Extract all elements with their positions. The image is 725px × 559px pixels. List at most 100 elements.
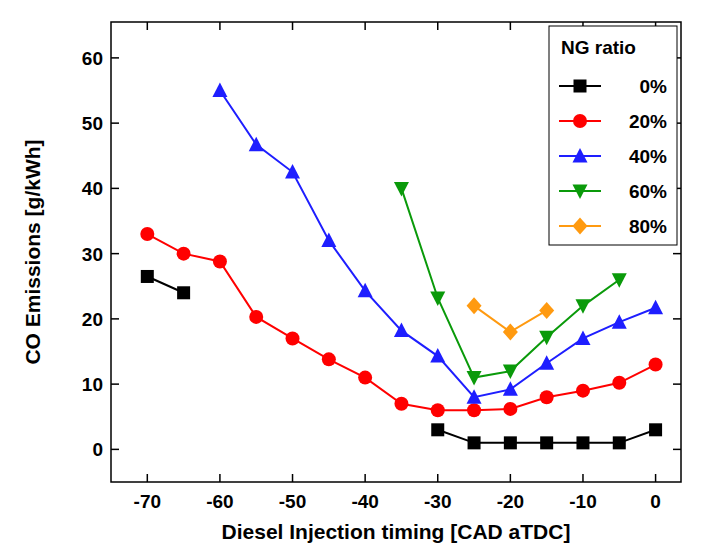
y-tick: [673, 253, 681, 255]
legend-label: 80%: [629, 216, 667, 237]
data-point: [431, 423, 444, 436]
data-point: [321, 233, 336, 248]
y-tick: [111, 383, 119, 385]
data-point: [286, 331, 300, 345]
legend-title: NG ratio: [561, 37, 636, 58]
data-point: [613, 436, 626, 449]
y-tick: [673, 383, 681, 385]
data-point: [503, 365, 518, 380]
data-point: [503, 381, 518, 396]
data-point: [576, 436, 589, 449]
legend-label: 60%: [629, 181, 667, 202]
data-point: [467, 403, 481, 417]
data-point: [140, 227, 154, 241]
data-point: [539, 302, 554, 319]
data-point: [612, 273, 627, 288]
data-point: [249, 310, 263, 324]
x-tick: [510, 474, 512, 482]
y-tick: [673, 449, 681, 451]
chart: -70-60-50-40-30-20-1000102030405060Diese…: [0, 0, 725, 559]
data-point: [539, 355, 554, 370]
data-point: [177, 286, 190, 299]
series-line: [147, 276, 655, 442]
data-point: [177, 247, 191, 261]
data-point: [612, 314, 627, 329]
y-tick: [111, 318, 119, 320]
x-tick: [147, 474, 149, 482]
x-tick-label: 0: [650, 491, 661, 512]
y-tick: [111, 122, 119, 124]
data-point: [249, 137, 264, 152]
y-tick-label: 30: [82, 244, 103, 265]
y-axis-label: CO Emissions [g/kWh]: [21, 139, 44, 364]
data-point: [539, 331, 554, 346]
data-point: [430, 348, 445, 363]
x-tick: [292, 474, 294, 482]
legend-label: 40%: [629, 146, 667, 167]
x-tick-label: -70: [134, 491, 161, 512]
x-tick: [147, 22, 149, 30]
data-point: [213, 254, 227, 268]
y-tick-label: 50: [82, 113, 103, 134]
legend-marker: [573, 185, 588, 200]
x-tick-label: -30: [424, 491, 451, 512]
x-tick: [510, 22, 512, 30]
legend-marker: [573, 114, 587, 128]
legend-label: 0%: [640, 76, 668, 97]
x-tick-label: -50: [279, 491, 306, 512]
data-point: [575, 330, 590, 345]
x-tick-label: -10: [569, 491, 596, 512]
data-point: [612, 376, 626, 390]
data-point: [540, 436, 553, 449]
x-tick: [364, 22, 366, 30]
plot-frame: [111, 22, 681, 482]
x-tick: [219, 474, 221, 482]
data-point: [358, 371, 372, 385]
y-tick: [111, 449, 119, 451]
legend-marker: [574, 80, 587, 93]
data-point: [394, 182, 409, 197]
data-point: [431, 403, 445, 417]
y-tick-label: 10: [82, 374, 103, 395]
legend-label: 20%: [629, 111, 667, 132]
data-point: [394, 323, 409, 338]
y-tick: [673, 318, 681, 320]
data-point: [575, 299, 590, 314]
data-point: [467, 389, 482, 404]
data-point: [468, 436, 481, 449]
data-point: [285, 164, 300, 179]
x-tick: [437, 22, 439, 30]
y-tick-label: 40: [82, 178, 103, 199]
y-tick-label: 0: [92, 439, 103, 460]
data-point: [649, 423, 662, 436]
x-tick: [292, 22, 294, 30]
y-tick-label: 20: [82, 309, 103, 330]
x-tick: [655, 474, 657, 482]
data-point: [503, 402, 517, 416]
data-point: [649, 358, 663, 372]
y-tick: [111, 57, 119, 59]
data-point: [467, 297, 482, 314]
data-point: [576, 384, 590, 398]
data-point: [504, 436, 517, 449]
x-tick: [437, 474, 439, 482]
legend-box: [549, 26, 677, 245]
data-point: [430, 292, 445, 307]
data-point: [467, 371, 482, 386]
data-point: [648, 300, 663, 315]
legend-marker: [573, 218, 588, 235]
x-tick: [582, 474, 584, 482]
legend-marker: [573, 148, 588, 163]
x-tick: [219, 22, 221, 30]
legend: NG ratio0% 20% 40% 60% 80%: [549, 26, 677, 245]
y-tick-label: 60: [82, 48, 103, 69]
x-tick-label: -40: [351, 491, 378, 512]
data-point: [322, 352, 336, 366]
y-tick: [111, 253, 119, 255]
x-tick-label: -20: [497, 491, 524, 512]
x-axis-label: Diesel Injection timing [CAD aTDC]: [222, 520, 571, 543]
series-line: [147, 234, 655, 410]
data-point: [540, 390, 554, 404]
data-point: [141, 270, 154, 283]
data-point: [358, 283, 373, 298]
